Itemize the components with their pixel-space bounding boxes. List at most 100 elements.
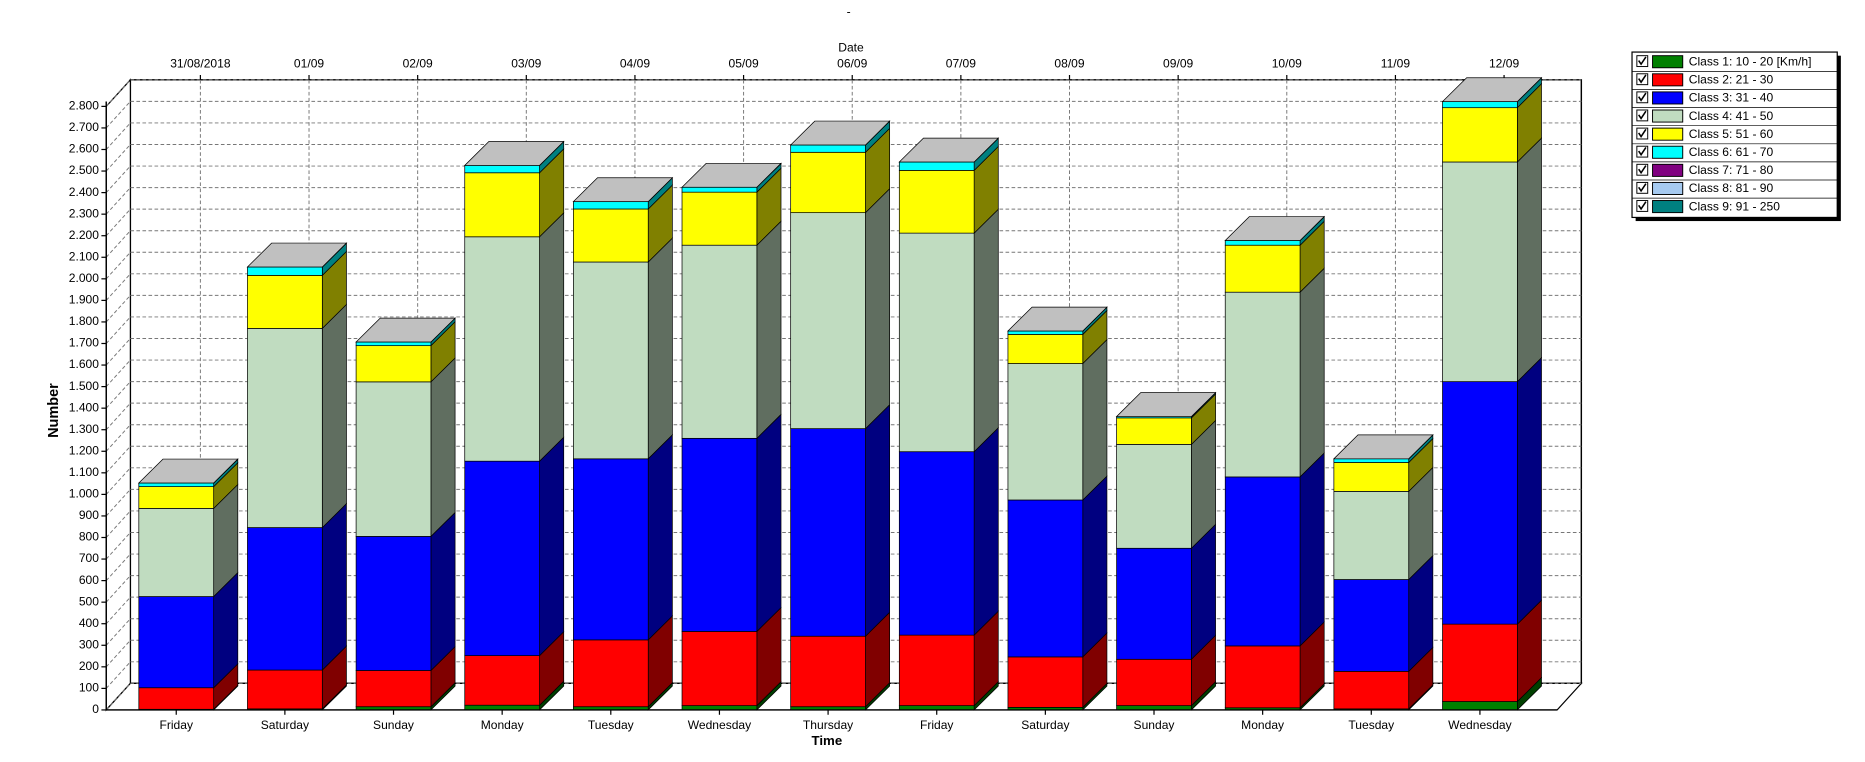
bar-segment <box>1224 645 1301 709</box>
x-tick-label: Monday <box>1241 718 1284 732</box>
legend-label: Class 2: 21 - 30 <box>1689 73 1774 87</box>
x-top-tick-label: 11/09 <box>1381 56 1411 70</box>
x-top-tick-label: 07/09 <box>946 56 976 70</box>
bar-side <box>430 511 456 672</box>
y-tick-label: 1.100 <box>69 465 99 479</box>
y-tick-label: 300 <box>79 637 99 651</box>
bar-side <box>321 303 347 529</box>
y-tick-label: 1.700 <box>69 336 99 350</box>
bar-side <box>865 403 891 638</box>
bar-segment <box>1224 240 1301 246</box>
x-top-tick-label: 12/09 <box>1489 56 1519 70</box>
y-tick-label: 2.500 <box>69 163 99 177</box>
bar-side <box>756 413 782 633</box>
legend-label: Class 8: 81 - 90 <box>1689 181 1774 195</box>
bar-segment <box>1116 444 1192 549</box>
legend-swatch <box>1652 55 1684 69</box>
y-tick-label: 1.200 <box>69 443 99 457</box>
y-tick-label: 400 <box>79 616 99 630</box>
y-axis-title: Number <box>46 383 62 438</box>
bar-top <box>572 177 674 203</box>
bar-segment <box>1442 161 1518 383</box>
bar-segment <box>355 670 432 708</box>
bar-segment <box>898 161 975 171</box>
y-tick-label: 2.000 <box>69 271 99 285</box>
bar-side <box>973 208 999 453</box>
y-tick-label: 2.100 <box>69 249 99 263</box>
legend-label: Class 4: 41 - 50 <box>1689 109 1774 123</box>
legend-swatch <box>1652 145 1684 159</box>
x-tick-label: Sunday <box>373 718 414 732</box>
bar-top <box>246 242 348 268</box>
bar-segment <box>573 208 649 263</box>
x-tick-label: Friday <box>920 718 954 732</box>
bar-top <box>1115 392 1217 417</box>
bar-segment <box>573 458 649 641</box>
bar-side <box>973 426 999 637</box>
bar-side <box>756 220 782 440</box>
bar-segment <box>790 212 866 430</box>
x-top-tick-label: 03/09 <box>511 56 541 70</box>
y-tick-label: 800 <box>79 530 99 544</box>
x-tick-label: Wednesday <box>688 718 751 732</box>
y-tick-label: 700 <box>79 551 99 565</box>
bar-segment <box>464 655 540 706</box>
legend-swatch <box>1652 109 1684 123</box>
legend-check <box>1638 92 1647 102</box>
bar-segment <box>790 144 866 153</box>
bar-top <box>137 458 239 484</box>
bar-side <box>539 436 565 657</box>
legend-check <box>1638 74 1647 84</box>
x-top-tick-label: 08/09 <box>1054 56 1084 70</box>
bar-side <box>1516 137 1542 383</box>
legend-check <box>1638 183 1647 193</box>
bar-top <box>1224 216 1326 241</box>
bar-segment <box>464 460 540 656</box>
y-tick-label: 1.800 <box>69 314 99 328</box>
bar-segment <box>1442 381 1518 625</box>
bar-segment <box>247 266 323 276</box>
bar-top <box>1332 434 1434 460</box>
bar-segment <box>464 236 540 462</box>
legend-label: Class 1: 10 - 20 [Km/h] <box>1689 55 1812 69</box>
y-tick-label: 1.500 <box>69 379 99 393</box>
legend-check <box>1638 128 1647 138</box>
x-tick-label: Saturday <box>1021 718 1069 732</box>
bar-segment <box>681 631 758 706</box>
bar-side <box>321 502 347 671</box>
bar-segment <box>681 186 758 193</box>
bar-segment <box>1007 363 1084 501</box>
x-tick-label: Sunday <box>1134 718 1175 732</box>
bar-segment <box>790 428 866 637</box>
bar-segment <box>464 172 540 238</box>
bar-side <box>647 434 673 641</box>
bar-segment <box>1333 670 1410 710</box>
bar-segment <box>247 527 323 671</box>
bar-side <box>865 187 891 430</box>
x-top-tick-label: 01/09 <box>294 56 324 70</box>
bar-side <box>1299 452 1325 647</box>
bar-segment <box>1224 244 1301 293</box>
bar-segment <box>898 634 975 706</box>
bar-segment <box>1333 462 1410 492</box>
bar-segment <box>247 669 323 710</box>
bar-side <box>1082 338 1108 501</box>
bar-segment <box>681 244 758 439</box>
legend-swatch <box>1652 91 1684 105</box>
bar-segment <box>573 201 649 210</box>
y-tick-label: 2.800 <box>69 99 99 113</box>
bar-segment <box>1116 417 1192 445</box>
y-tick-label: 900 <box>79 508 99 522</box>
bar-segment <box>138 482 215 487</box>
x-top-tick-label: 06/09 <box>837 56 867 70</box>
y-tick-label: 1.900 <box>69 293 99 307</box>
legend-label: Class 6: 61 - 70 <box>1689 145 1774 159</box>
legend-label: Class 9: 91 - 250 <box>1689 199 1780 213</box>
bar-segment <box>681 191 758 246</box>
bar-segment <box>1116 547 1192 660</box>
y-tick-label: 2.400 <box>69 185 99 199</box>
y-tick-label: 1.000 <box>69 487 99 501</box>
x-top-tick-label: 09/09 <box>1163 56 1193 70</box>
bar-side <box>539 212 565 463</box>
bar-side <box>1299 267 1325 478</box>
